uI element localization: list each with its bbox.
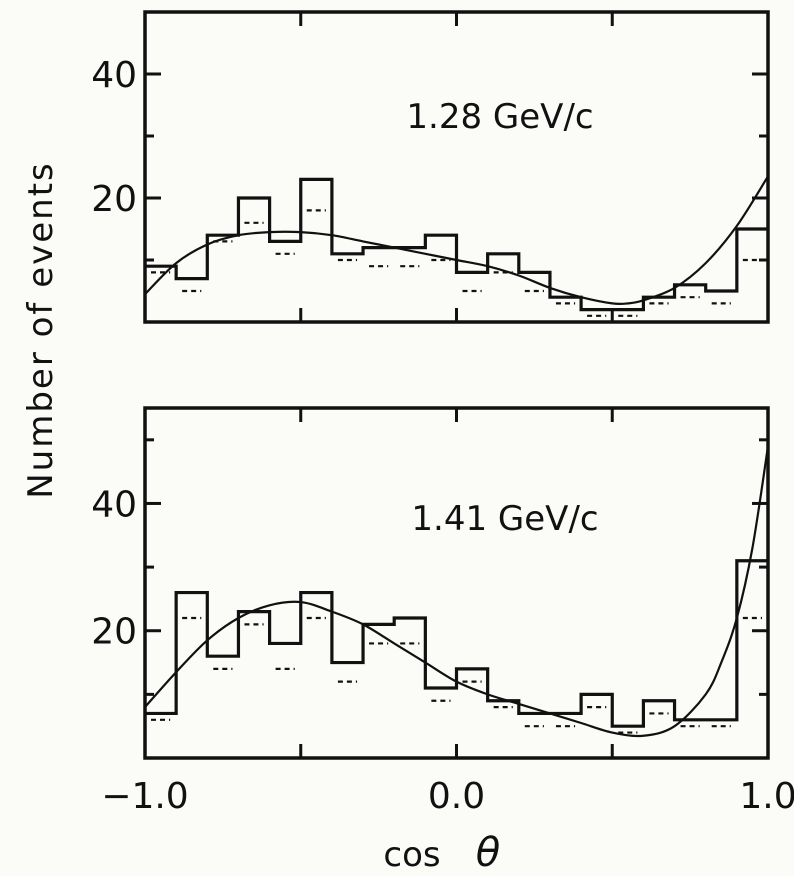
x-tick-label: 0.0 [428, 776, 485, 817]
histogram-solid [145, 177, 768, 312]
x-tick-label: −1.0 [101, 776, 188, 817]
y-tick-label: 20 [91, 179, 137, 220]
x-axis-label-symbol: θ [476, 830, 500, 876]
fit-curve [144, 446, 770, 738]
y-axis-label: Number of events [21, 161, 61, 499]
x-axis-label: cos θ [383, 830, 500, 876]
y-tick-label: 40 [91, 484, 137, 525]
y-tick-label: 20 [91, 612, 137, 653]
fit-curve [144, 175, 769, 306]
y-tick-label: 40 [91, 55, 137, 96]
momentum-annotation: 1.41 GeV/c [411, 499, 598, 539]
plot-frame [143, 10, 770, 324]
x-axis-label-text: cos [383, 835, 440, 875]
panel-bottom: 20 40 −1.0 0.0 1.0 1.41 GeV/c [91, 406, 794, 817]
momentum-annotation: 1.28 GeV/c [406, 97, 593, 137]
panel-top: 20 40 1.28 GeV/c [91, 10, 770, 324]
histogram-solid [145, 559, 768, 728]
x-tick-label: 1.0 [739, 776, 794, 817]
